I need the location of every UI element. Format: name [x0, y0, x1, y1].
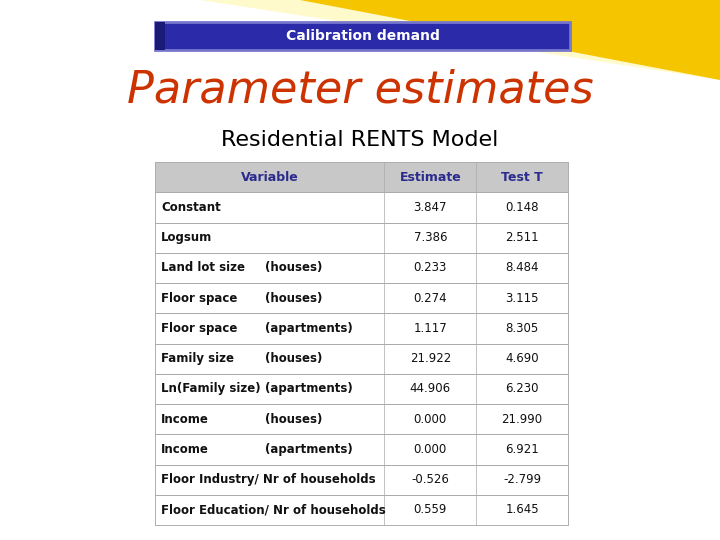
Text: 0.559: 0.559: [413, 503, 447, 516]
FancyBboxPatch shape: [155, 374, 568, 404]
Text: 1.117: 1.117: [413, 322, 447, 335]
Text: (apartments): (apartments): [265, 443, 353, 456]
FancyBboxPatch shape: [155, 283, 568, 313]
FancyBboxPatch shape: [155, 434, 568, 464]
Text: 3.847: 3.847: [413, 201, 447, 214]
Text: 0.000: 0.000: [413, 443, 447, 456]
FancyBboxPatch shape: [155, 22, 570, 50]
Text: Estimate: Estimate: [400, 171, 461, 184]
Text: 8.305: 8.305: [505, 322, 539, 335]
FancyBboxPatch shape: [155, 222, 568, 253]
Text: 6.921: 6.921: [505, 443, 539, 456]
Text: 2.511: 2.511: [505, 231, 539, 244]
Text: -2.799: -2.799: [503, 473, 541, 486]
Text: Constant: Constant: [161, 201, 221, 214]
Text: Variable: Variable: [240, 171, 299, 184]
Text: Income: Income: [161, 413, 209, 426]
Text: 4.690: 4.690: [505, 352, 539, 365]
Text: -0.526: -0.526: [411, 473, 449, 486]
FancyBboxPatch shape: [155, 313, 568, 343]
FancyBboxPatch shape: [155, 464, 568, 495]
Text: (houses): (houses): [265, 352, 323, 365]
Text: 8.484: 8.484: [505, 261, 539, 274]
Text: 0.233: 0.233: [413, 261, 447, 274]
Text: (apartments): (apartments): [265, 322, 353, 335]
FancyBboxPatch shape: [155, 343, 568, 374]
FancyBboxPatch shape: [155, 404, 568, 434]
Text: (houses): (houses): [265, 261, 323, 274]
FancyBboxPatch shape: [155, 192, 568, 222]
Text: 0.274: 0.274: [413, 292, 447, 305]
Text: Parameter estimates: Parameter estimates: [127, 69, 593, 111]
Text: Calibration demand: Calibration demand: [286, 29, 439, 43]
Text: 3.115: 3.115: [505, 292, 539, 305]
Text: Land lot size: Land lot size: [161, 261, 245, 274]
Text: Residential RENTS Model: Residential RENTS Model: [221, 130, 499, 150]
Text: Family size: Family size: [161, 352, 234, 365]
Text: Floor space: Floor space: [161, 292, 238, 305]
FancyBboxPatch shape: [155, 22, 165, 50]
Polygon shape: [300, 0, 720, 80]
Text: 0.000: 0.000: [413, 413, 447, 426]
Text: Floor Education/ Nr of households: Floor Education/ Nr of households: [161, 503, 386, 516]
Text: (apartments): (apartments): [265, 382, 353, 395]
Text: (houses): (houses): [265, 292, 323, 305]
Polygon shape: [360, 0, 720, 40]
Polygon shape: [200, 0, 720, 80]
Text: Ln(Family size): Ln(Family size): [161, 382, 261, 395]
Text: Income: Income: [161, 443, 209, 456]
Text: 6.230: 6.230: [505, 382, 539, 395]
Text: (houses): (houses): [265, 413, 323, 426]
Text: 44.906: 44.906: [410, 382, 451, 395]
Text: Floor Industry/ Nr of households: Floor Industry/ Nr of households: [161, 473, 376, 486]
Text: Test T: Test T: [501, 171, 543, 184]
Text: 0.148: 0.148: [505, 201, 539, 214]
Text: 21.922: 21.922: [410, 352, 451, 365]
Text: 7.386: 7.386: [413, 231, 447, 244]
Text: Logsum: Logsum: [161, 231, 212, 244]
Text: Floor space: Floor space: [161, 322, 238, 335]
Text: 1.645: 1.645: [505, 503, 539, 516]
Text: 21.990: 21.990: [502, 413, 543, 426]
FancyBboxPatch shape: [155, 253, 568, 283]
FancyBboxPatch shape: [155, 162, 568, 192]
FancyBboxPatch shape: [155, 495, 568, 525]
